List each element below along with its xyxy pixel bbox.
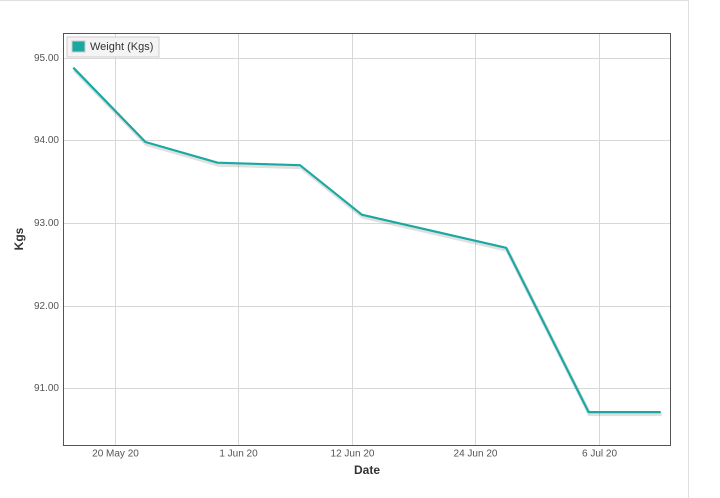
- y-tick-label: 93.00: [34, 218, 59, 229]
- y-tick-label: 95.00: [34, 53, 59, 64]
- x-tick-label: 20 May 20: [92, 449, 139, 460]
- legend: Weight (Kgs): [66, 36, 160, 58]
- x-tick-label: 1 Jun 20: [219, 449, 258, 460]
- y-tick-label: 92.00: [34, 301, 59, 312]
- x-axis-title: Date: [354, 463, 380, 477]
- legend-swatch: [71, 40, 86, 53]
- plot-frame: [63, 33, 671, 446]
- y-tick-label: 91.00: [34, 383, 59, 394]
- x-tick-label: 24 Jun 20: [454, 449, 498, 460]
- y-axis-title: Kgs: [12, 227, 26, 250]
- y-tick-label: 94.00: [34, 135, 59, 146]
- x-tick-label: 6 Jul 20: [582, 449, 617, 460]
- line-shadow: [72, 68, 662, 417]
- x-tick-label: 12 Jun 20: [331, 449, 375, 460]
- line: [72, 66, 661, 414]
- legend-box: [66, 36, 160, 58]
- legend-label: Weight (Kgs): [90, 41, 153, 53]
